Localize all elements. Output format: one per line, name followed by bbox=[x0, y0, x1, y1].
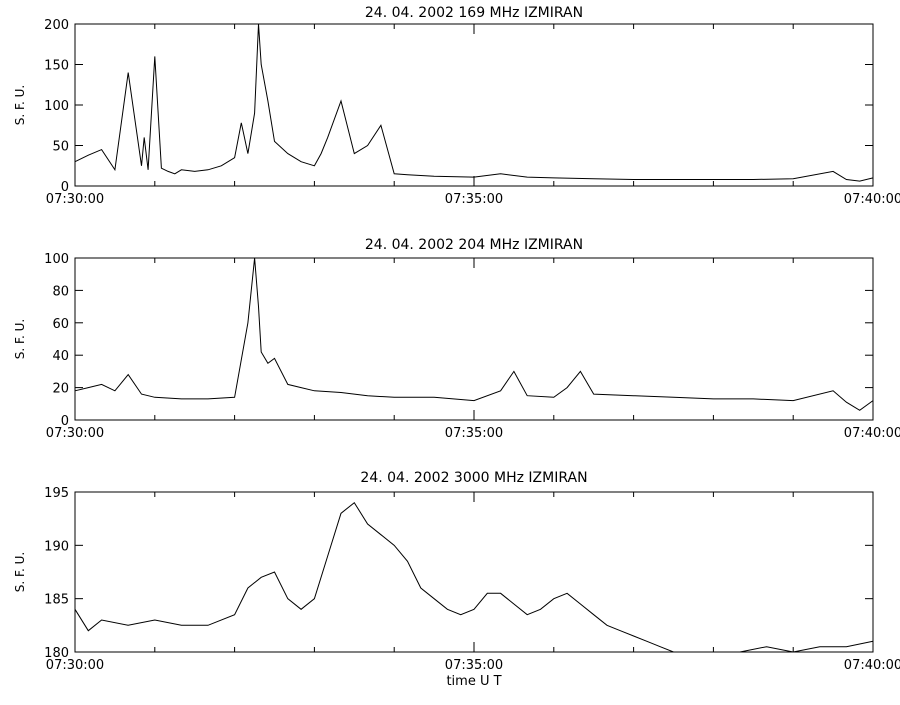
y-tick-label-2-1: 185 bbox=[44, 593, 69, 608]
series-line-1-0 bbox=[74, 257, 874, 411]
y-tick-label-0-2: 100 bbox=[44, 99, 69, 114]
x-tick-label-1-2: 07:40:00 bbox=[844, 426, 900, 441]
x-tick-label-1-1: 07:35:00 bbox=[445, 426, 503, 441]
x-tick-label-2-0: 07:30:00 bbox=[46, 658, 104, 673]
series-line-0-0 bbox=[74, 23, 874, 182]
y-tick-label-0-1: 50 bbox=[52, 140, 69, 155]
plot-frame-0 bbox=[74, 23, 874, 187]
y-tick-label-1-5: 100 bbox=[44, 252, 69, 267]
y-tick-label-1-4: 80 bbox=[52, 284, 69, 299]
x-tick-label-0-0: 07:30:00 bbox=[46, 192, 104, 207]
y-axis-label-2: S. F. U. bbox=[13, 552, 27, 592]
x-tick-label-2-1: 07:35:00 bbox=[445, 658, 503, 673]
y-tick-label-0-3: 150 bbox=[44, 59, 69, 74]
chart-title-1: 24. 04. 2002 204 MHz IZMIRAN bbox=[365, 237, 583, 253]
y-tick-label-2-2: 190 bbox=[44, 539, 69, 554]
y-axis-label-1: S. F. U. bbox=[13, 319, 27, 359]
x-tick-label-0-1: 07:35:00 bbox=[445, 192, 503, 207]
y-tick-label-0-0: 0 bbox=[61, 180, 69, 195]
x-tick-label-0-2: 07:40:00 bbox=[844, 192, 900, 207]
x-axis-label-2: time U T bbox=[446, 674, 501, 689]
x-tick-label-2-2: 07:40:00 bbox=[844, 658, 900, 673]
y-tick-label-1-1: 20 bbox=[52, 382, 69, 397]
y-tick-label-1-3: 60 bbox=[52, 317, 69, 332]
y-tick-label-2-3: 195 bbox=[44, 486, 69, 501]
y-tick-label-0-4: 200 bbox=[44, 18, 69, 33]
series-line-2-0 bbox=[74, 501, 874, 653]
x-tick-label-1-0: 07:30:00 bbox=[46, 426, 104, 441]
plot-frame-2 bbox=[74, 491, 874, 653]
chart-title-0: 24. 04. 2002 169 MHz IZMIRAN bbox=[365, 5, 583, 21]
y-axis-label-0: S. F. U. bbox=[13, 85, 27, 125]
plot-frame-1 bbox=[74, 257, 874, 421]
y-tick-label-1-2: 40 bbox=[52, 349, 69, 364]
y-tick-label-2-0: 180 bbox=[44, 646, 69, 661]
y-tick-label-1-0: 0 bbox=[61, 414, 69, 429]
chart-title-2: 24. 04. 2002 3000 MHz IZMIRAN bbox=[360, 470, 587, 486]
